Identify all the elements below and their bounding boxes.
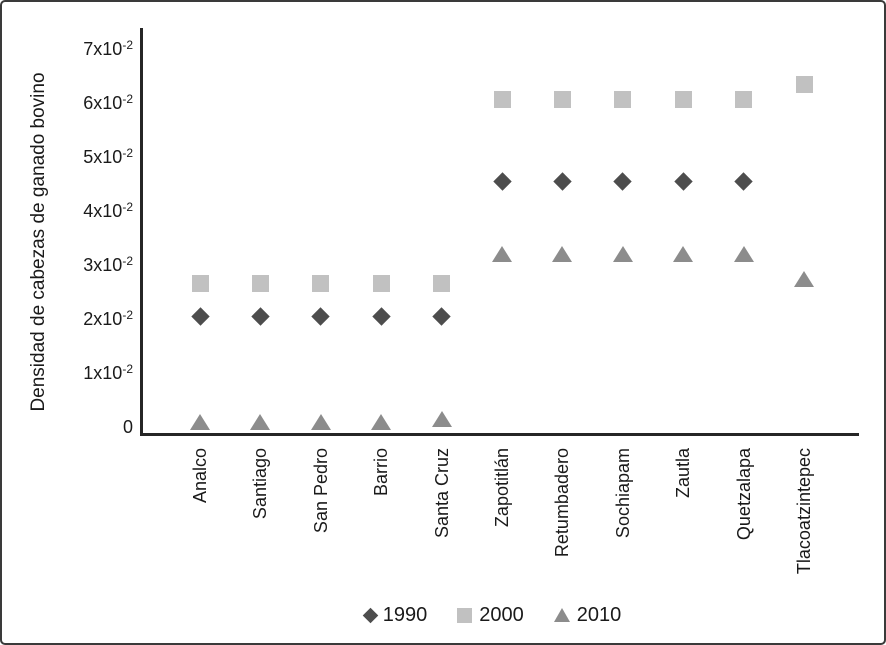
- marker-2010-santiago: [250, 413, 271, 430]
- marker-2010-retumbadero: [552, 246, 573, 263]
- x-axis-line: [140, 433, 859, 436]
- marker-2000-sochiapam: [614, 90, 632, 108]
- marker-1990-zapotitlán: [492, 172, 512, 191]
- y-tick-label: 7x10-2: [83, 38, 133, 59]
- marker-1990-barrio: [371, 307, 391, 326]
- x-label-tlacoatzintepec: Tlacoatzintepec: [794, 448, 814, 575]
- marker-2000-santa-cruz: [433, 275, 451, 293]
- marker-1990-retumbadero: [553, 172, 572, 191]
- marker-1990-san-pedro: [311, 307, 330, 326]
- x-label-zapotitlán: Zapotitlán: [492, 448, 512, 528]
- x-label-quetzalapa: Quetzalapa: [733, 448, 754, 541]
- marker-2000-quetzalapa: [735, 90, 753, 108]
- y-tick-label: 6x10-2: [83, 92, 133, 113]
- y-axis-line: [140, 28, 143, 436]
- marker-2010-analco: [190, 413, 210, 430]
- marker-2000-tlacoatzintepec: [795, 75, 813, 93]
- marker-2000-san-pedro: [312, 275, 330, 293]
- marker-2010-zautla: [673, 246, 694, 263]
- marker-1990-zautla: [673, 172, 693, 191]
- x-label-santiago: Santiago: [250, 448, 271, 520]
- x-label-santa-cruz: Santa Cruz: [431, 448, 452, 539]
- y-tick-label: 1x10-2: [83, 362, 133, 383]
- marker-2010-san-pedro: [310, 413, 331, 430]
- marker-2000-retumbadero: [553, 90, 571, 108]
- x-label-analco: Analco: [190, 448, 210, 504]
- x-label-zautla: Zautla: [673, 448, 694, 499]
- y-tick-label: 0: [122, 417, 133, 437]
- x-label-barrio: Barrio: [371, 448, 392, 497]
- legend-square-icon: [457, 607, 473, 623]
- legend-label: 2010: [576, 603, 622, 626]
- x-label-san-pedro: San Pedro: [310, 448, 331, 534]
- marker-2010-santa-cruz: [431, 410, 452, 427]
- legend-item-2010: 2010: [553, 603, 622, 627]
- marker-2000-analco: [191, 275, 209, 293]
- legend-diamond-icon: [362, 607, 379, 623]
- marker-2010-zapotitlán: [492, 246, 512, 263]
- marker-1990-quetzalapa: [734, 172, 753, 191]
- marker-2000-zautla: [674, 90, 692, 108]
- legend-label: 2000: [479, 603, 524, 626]
- legend-triangle-icon: [553, 608, 570, 622]
- legend-item-2000: 2000: [457, 604, 524, 627]
- marker-2000-santiago: [251, 275, 269, 293]
- marker-2010-quetzalapa: [733, 246, 754, 263]
- marker-2000-barrio: [372, 275, 390, 293]
- x-label-retumbadero: Retumbadero: [552, 448, 573, 558]
- y-tick-label: 4x10-2: [83, 200, 133, 221]
- legend-item-1990: 1990: [362, 603, 428, 627]
- marker-1990-santiago: [251, 307, 270, 326]
- legend-label: 1990: [382, 603, 428, 626]
- legend: 1990 2000 2010: [2, 598, 884, 632]
- marker-1990-santa-cruz: [432, 307, 451, 326]
- y-tick-label: 2x10-2: [83, 308, 133, 329]
- y-tick-label: 3x10-2: [83, 254, 133, 275]
- x-label-sochiapam: Sochiapam: [612, 448, 633, 539]
- marker-2000-zapotitlán: [493, 90, 511, 108]
- marker-1990-analco: [190, 307, 210, 326]
- marker-2010-tlacoatzintepec: [794, 270, 814, 287]
- y-tick-label: 5x10-2: [83, 146, 133, 167]
- marker-2010-barrio: [371, 413, 392, 430]
- marker-1990-sochiapam: [613, 172, 632, 191]
- marker-2010-sochiapam: [612, 246, 633, 263]
